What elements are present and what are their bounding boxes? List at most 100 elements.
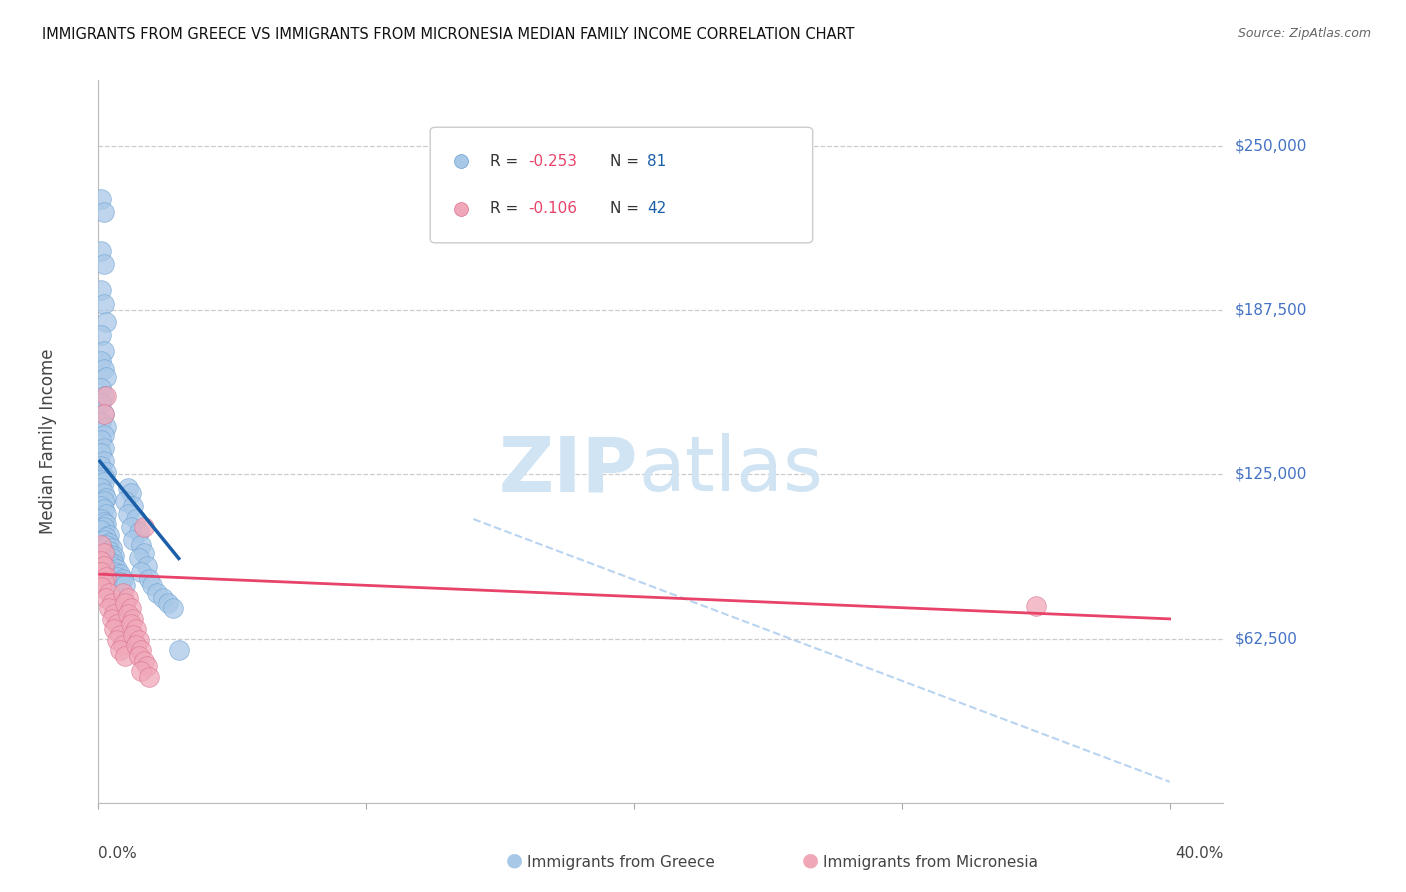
Point (93, 407, 115, 421)
Point (93, 428, 115, 442)
Point (132, 520, 155, 534)
Point (96, 531, 118, 545)
Point (108, 567, 131, 582)
Point (120, 617, 142, 632)
Point (135, 559, 157, 574)
Text: ZIP: ZIP (499, 434, 638, 508)
Point (128, 525, 150, 540)
Point (132, 546, 155, 560)
Point (128, 632, 150, 647)
Text: $187,500: $187,500 (1234, 302, 1306, 318)
Point (146, 585, 169, 599)
Point (114, 493, 136, 508)
Point (101, 551, 124, 566)
Point (98, 535, 121, 549)
Point (101, 596, 124, 610)
Point (105, 570, 128, 584)
Point (90, 244, 112, 258)
Point (96, 546, 118, 560)
Point (120, 601, 142, 615)
Point (125, 512, 148, 526)
Point (111, 573, 134, 587)
Text: R =: R = (489, 202, 523, 217)
Point (167, 643, 190, 657)
Point (122, 533, 145, 547)
Point (90, 580, 112, 594)
Point (122, 627, 145, 641)
Point (90, 354, 112, 368)
Point (93, 546, 115, 560)
Point (93, 493, 115, 508)
Point (93, 515, 115, 529)
Point (122, 499, 145, 513)
Point (129, 643, 152, 657)
Point (90, 499, 112, 513)
Point (93, 362, 115, 376)
Point (108, 643, 131, 657)
Text: 81: 81 (647, 153, 666, 169)
Point (93, 441, 115, 455)
Point (125, 623, 148, 637)
Point (152, 591, 174, 605)
Text: $62,500: $62,500 (1234, 632, 1298, 646)
Point (103, 557, 125, 571)
Point (96, 388, 118, 402)
Point (96, 570, 118, 584)
Text: $125,000: $125,000 (1234, 467, 1306, 482)
Point (114, 578, 136, 592)
Point (129, 538, 152, 552)
Point (90, 415, 112, 429)
Point (90, 381, 112, 395)
Point (93, 454, 115, 468)
Point (103, 623, 125, 637)
Point (93, 475, 115, 490)
Point (93, 533, 115, 547)
Point (98, 601, 121, 615)
Point (96, 507, 118, 521)
Text: Median Family Income: Median Family Income (39, 349, 56, 534)
Point (90, 328, 112, 343)
Point (132, 654, 155, 668)
Text: 42: 42 (647, 202, 666, 217)
Point (90, 481, 112, 495)
Point (103, 565, 125, 579)
Text: R =: R = (489, 153, 523, 169)
Point (90, 565, 112, 579)
Text: -0.106: -0.106 (529, 202, 576, 217)
Point (101, 559, 124, 574)
Point (93, 520, 115, 534)
Point (93, 501, 115, 516)
Text: -0.253: -0.253 (529, 153, 576, 169)
Point (105, 617, 128, 632)
Text: 40.0%: 40.0% (1175, 847, 1223, 861)
Point (90, 459, 112, 474)
Point (129, 665, 152, 679)
Point (93, 204, 115, 219)
Point (93, 485, 115, 500)
Text: ●: ● (506, 851, 523, 870)
Point (90, 554, 112, 568)
Point (111, 585, 134, 599)
Point (96, 538, 118, 552)
Point (90, 434, 112, 448)
Point (138, 573, 160, 587)
Point (1025, 599, 1047, 613)
Point (90, 284, 112, 298)
Point (103, 607, 125, 621)
Point (96, 315, 118, 329)
Point (129, 565, 152, 579)
Point (90, 396, 112, 410)
Text: atlas: atlas (638, 434, 823, 508)
Point (141, 578, 163, 592)
Point (138, 670, 160, 684)
Text: N =: N = (610, 202, 644, 217)
Point (96, 370, 118, 384)
Text: IMMIGRANTS FROM GREECE VS IMMIGRANTS FROM MICRONESIA MEDIAN FAMILY INCOME CORREL: IMMIGRANTS FROM GREECE VS IMMIGRANTS FRO… (42, 27, 855, 42)
Point (93, 407, 115, 421)
Text: $250,000: $250,000 (1234, 138, 1306, 153)
Point (96, 517, 118, 532)
Point (117, 507, 139, 521)
Point (96, 491, 118, 505)
Point (98, 543, 121, 558)
Point (117, 481, 139, 495)
